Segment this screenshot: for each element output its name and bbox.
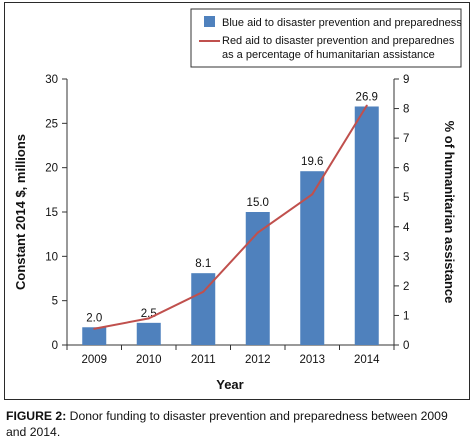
left-y-tick-label: 5 — [52, 296, 58, 308]
legend-box — [190, 8, 462, 68]
right-y-tick-label: 3 — [403, 251, 409, 263]
line-point — [202, 290, 205, 293]
chart-frame: Blue aid to disaster prevention and prep… — [4, 2, 470, 400]
bar — [191, 273, 216, 345]
x-axis-title: Year — [216, 377, 243, 392]
bar-value-labels: 2.0 2.58.115.019.626.9 — [86, 91, 378, 324]
caption-label: FIGURE 2: — [6, 409, 67, 423]
left-y-tick-label: 30 — [45, 74, 58, 86]
line-path — [94, 105, 368, 330]
line-series — [93, 104, 368, 330]
legend-bar-label: Blue aid to disaster prevention and prep… — [222, 17, 462, 29]
bar — [82, 327, 107, 345]
x-tick-labels: 2009 2010 2011 2012 2013 2014 — [66, 345, 395, 366]
chart: Blue aid to disaster prevention and prep… — [13, 8, 462, 392]
caption-text: Donor funding to disaster prevention and… — [6, 409, 448, 439]
line-point — [93, 327, 96, 330]
line-point — [256, 231, 259, 234]
right-y-tick-label: 4 — [403, 222, 410, 234]
left-y-tick-label: 10 — [45, 251, 58, 263]
bars — [82, 106, 379, 345]
figure-caption: FIGURE 2: Donor funding to disaster prev… — [6, 408, 468, 440]
right-y-tick-label: 8 — [403, 104, 409, 116]
legend: Blue aid to disaster prevention and prep… — [190, 8, 462, 68]
legend-line-label-2: as a percentage of humanitarian assistan… — [222, 49, 435, 61]
right-y-ticks: 0 1 2 3 4 5 6 7 8 9 — [394, 74, 410, 352]
bar — [245, 212, 270, 345]
bar-value-label: 15.0 — [247, 197, 269, 209]
bar-value-label: 19.6 — [301, 156, 323, 168]
x-tick-label: 2009 — [81, 354, 107, 366]
y-axis-right-title: % of humanitarian assistance — [442, 121, 457, 304]
right-y-tick-label: 2 — [403, 281, 409, 293]
left-y-tick-label: 25 — [45, 118, 58, 130]
right-y-tick-label: 9 — [403, 74, 409, 86]
bar — [136, 322, 161, 345]
line-point — [365, 104, 368, 107]
bar — [300, 171, 325, 345]
bar-value-label: 26.9 — [356, 91, 378, 103]
left-y-tick-label: 20 — [45, 163, 58, 175]
right-y-tick-label: 0 — [403, 340, 409, 352]
bar-value-label: 8.1 — [195, 258, 211, 270]
right-y-tick-label: 1 — [403, 310, 409, 322]
x-tick-label: 2010 — [136, 354, 162, 366]
line-point — [147, 317, 150, 320]
x-tick-label: 2012 — [245, 354, 271, 366]
line-point — [311, 193, 314, 196]
x-tick-label: 2014 — [354, 354, 380, 366]
x-tick-label: 2011 — [191, 354, 216, 366]
y-axis-left-title: Constant 2014 $, millions — [13, 134, 28, 290]
left-y-tick-label: 0 — [52, 340, 58, 352]
right-y-tick-label: 7 — [403, 133, 409, 145]
right-y-tick-label: 5 — [403, 192, 409, 204]
bar-value-label: 2.0 — [86, 312, 102, 324]
left-y-tick-label: 15 — [45, 207, 58, 219]
legend-bar-swatch — [204, 16, 215, 27]
left-y-ticks: 0 5 10 15 20 25 30 — [45, 74, 67, 352]
bar — [354, 106, 379, 345]
x-tick-label: 2013 — [299, 354, 325, 366]
right-y-tick-label: 6 — [403, 163, 409, 175]
legend-line-label-1: Red aid to disaster prevention and prepa… — [222, 35, 455, 47]
